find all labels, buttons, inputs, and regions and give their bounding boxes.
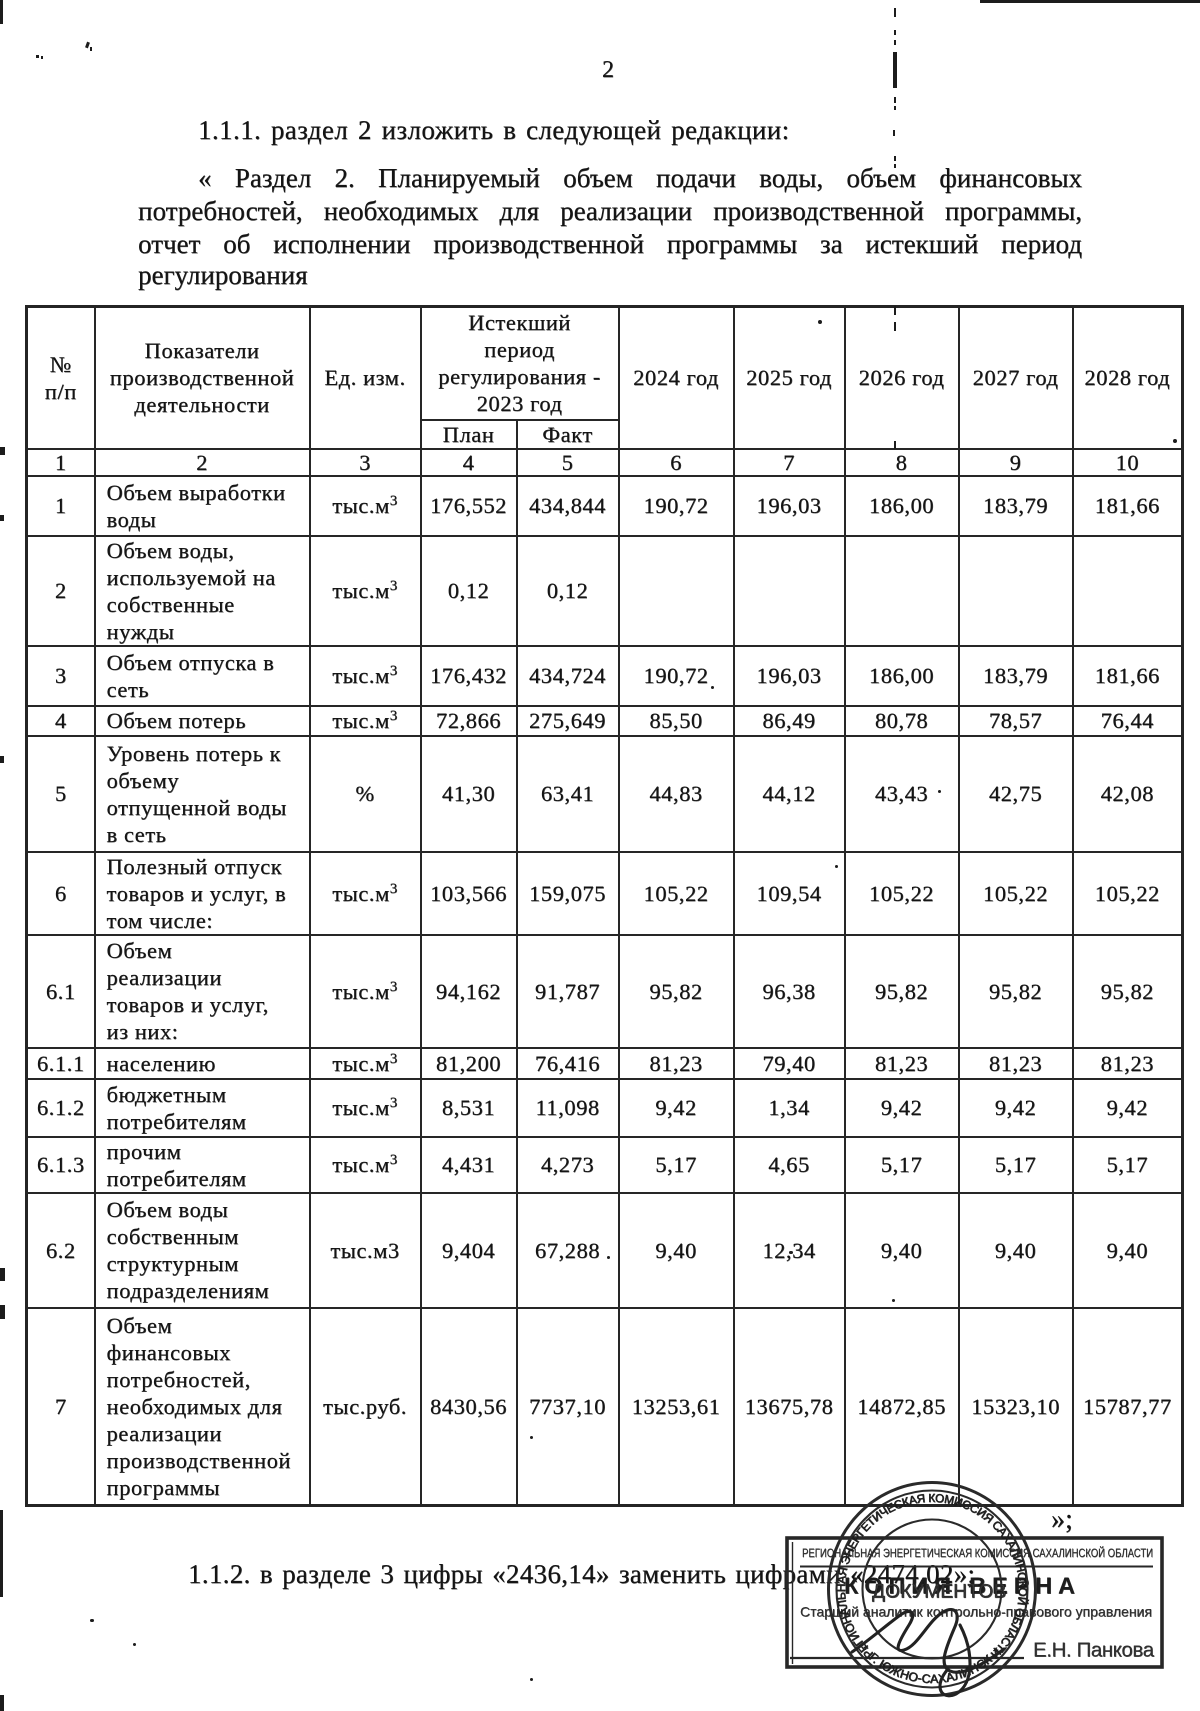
- svg-text:Старший аналитик контрольно-пр: Старший аналитик контрольно-правового уп…: [800, 1605, 1152, 1620]
- svg-text:РЕГИОНАЛЬНАЯ ЭНЕРГЕТИЧЕСКАЯ КО: РЕГИОНАЛЬНАЯ ЭНЕРГЕТИЧЕСКАЯ КОМИССИЯ САХ…: [802, 1545, 1153, 1560]
- svg-text:Е.Н. Панкова: Е.Н. Панкова: [1033, 1639, 1155, 1662]
- svg-text:ДОКУМЕНТОВ: ДОКУМЕНТОВ: [872, 1582, 1006, 1603]
